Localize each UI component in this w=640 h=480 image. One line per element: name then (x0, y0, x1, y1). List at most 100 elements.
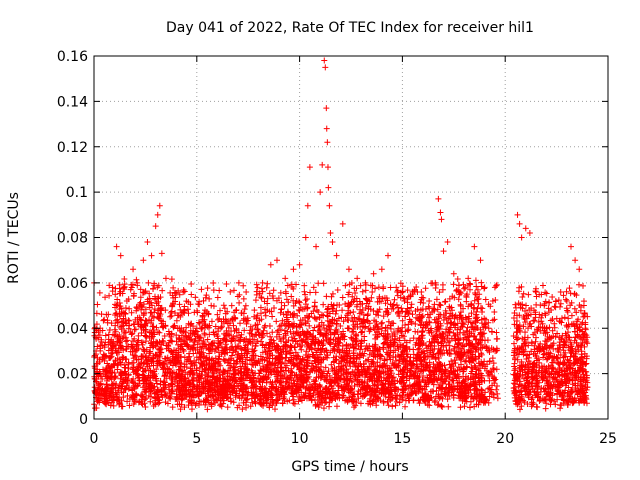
data-point (128, 309, 135, 316)
data-point (147, 398, 154, 405)
data-point (149, 313, 156, 320)
data-point (525, 342, 532, 349)
data-point (271, 305, 278, 312)
data-point (486, 393, 493, 400)
data-points (91, 57, 591, 413)
data-point (397, 378, 404, 385)
data-point (118, 403, 125, 410)
data-point (385, 318, 392, 325)
data-point (486, 385, 493, 392)
data-point (565, 315, 572, 322)
data-point (399, 317, 406, 324)
data-point (467, 404, 474, 411)
data-point (135, 356, 142, 363)
data-point (455, 296, 462, 303)
data-point (380, 399, 387, 406)
data-point (407, 337, 414, 344)
data-point (417, 299, 424, 306)
data-point (308, 360, 315, 367)
data-point (350, 350, 357, 357)
data-point (219, 323, 226, 330)
data-point (279, 355, 286, 362)
data-point (301, 282, 308, 289)
data-point (399, 324, 406, 331)
data-point (535, 318, 542, 325)
data-point (494, 390, 501, 397)
data-point (140, 360, 147, 367)
data-point (396, 399, 403, 406)
data-point (175, 366, 182, 373)
data-point (173, 317, 180, 324)
data-point (472, 277, 479, 284)
data-point (151, 305, 158, 312)
data-point (369, 370, 376, 377)
data-point (340, 318, 347, 325)
data-point (485, 385, 492, 392)
data-point (304, 304, 311, 311)
data-point (237, 320, 244, 327)
data-point (344, 312, 351, 319)
data-point (312, 289, 319, 296)
data-point (406, 316, 413, 323)
data-point (510, 332, 517, 339)
data-point (513, 334, 520, 341)
data-point (230, 322, 237, 329)
data-point (333, 403, 340, 410)
data-point (389, 403, 396, 410)
data-point (112, 374, 119, 381)
data-point (290, 396, 297, 403)
data-point (434, 350, 441, 357)
data-point (471, 362, 478, 369)
data-point (457, 404, 464, 411)
data-point (272, 406, 278, 413)
data-point (471, 333, 478, 340)
data-point (408, 304, 415, 311)
data-point (393, 398, 400, 405)
data-point (274, 375, 281, 382)
data-point (351, 383, 358, 390)
data-point (362, 287, 369, 294)
data-point (517, 378, 524, 385)
data-point (204, 373, 211, 380)
data-point (402, 403, 409, 410)
data-point (357, 400, 364, 407)
data-point (268, 369, 275, 376)
data-point (116, 356, 123, 363)
data-point (208, 403, 215, 410)
data-point (177, 406, 184, 413)
data-point (419, 332, 426, 339)
data-point (438, 403, 445, 410)
data-point (311, 303, 318, 310)
data-point (316, 314, 323, 321)
data-point (320, 301, 327, 308)
data-point (441, 299, 448, 306)
data-point (490, 360, 497, 367)
data-point (481, 343, 488, 350)
data-point (206, 331, 213, 338)
data-point (513, 328, 520, 335)
data-point (114, 366, 121, 373)
data-point (295, 393, 302, 400)
data-point (442, 392, 449, 399)
data-point (176, 359, 183, 366)
data-point (494, 335, 501, 342)
data-point (555, 297, 562, 304)
data-point (385, 402, 392, 409)
data-point (445, 403, 452, 410)
data-point (430, 388, 437, 395)
data-point (573, 309, 580, 316)
data-point (388, 379, 395, 386)
data-point (533, 334, 540, 341)
data-point (276, 323, 283, 330)
data-point (252, 297, 259, 304)
data-point (540, 354, 547, 361)
data-point (288, 365, 295, 372)
data-point (133, 276, 140, 283)
data-point (273, 318, 280, 325)
data-point (470, 333, 477, 340)
data-point (135, 332, 142, 339)
data-point (412, 321, 419, 328)
data-point (320, 405, 327, 412)
data-point (92, 405, 99, 412)
